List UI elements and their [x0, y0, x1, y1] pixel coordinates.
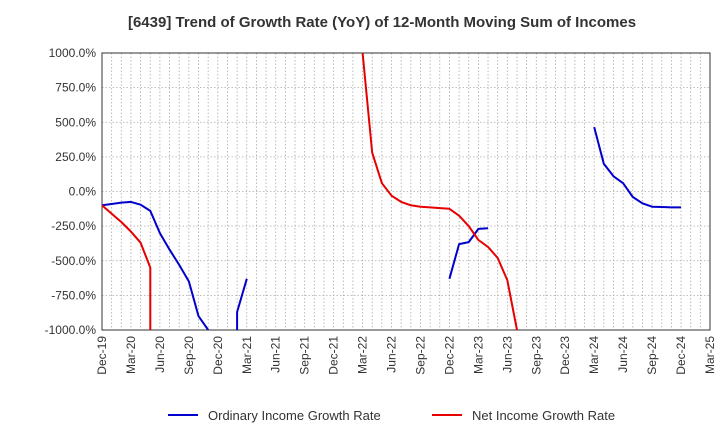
y-tick-label: -1000.0%: [45, 323, 97, 337]
y-tick-label: 0.0%: [69, 185, 97, 199]
x-tick-label: Sep-24: [645, 336, 659, 375]
x-tick-label: Dec-20: [211, 336, 225, 375]
x-tick-label: Sep-21: [298, 336, 312, 375]
x-tick-label: Dec-22: [442, 336, 456, 375]
y-tick-label: 500.0%: [55, 115, 96, 129]
x-tick-label: Jun-24: [616, 336, 630, 373]
legend-label: Ordinary Income Growth Rate: [208, 408, 381, 423]
x-tick-label: Mar-25: [703, 336, 717, 374]
x-axis: Dec-19 Mar-20 Jun-20 Sep-20 Dec-20 Mar-21 Jun-…: [95, 336, 717, 375]
x-tick-label: Mar-21: [240, 336, 254, 374]
legend: Ordinary Income Growth Rate Net Income Gr…: [168, 408, 615, 423]
series-lines: [102, 53, 681, 330]
x-tick-label: Dec-24: [674, 336, 688, 375]
x-tick-label: Dec-23: [558, 336, 572, 375]
legend-label: Net Income Growth Rate: [472, 408, 615, 423]
x-tick-label: Mar-23: [471, 336, 485, 374]
x-tick-label: Sep-23: [529, 336, 543, 375]
y-tick-label: 750.0%: [55, 81, 96, 95]
series-line-net-income: [102, 53, 518, 330]
x-tick-label: Mar-22: [356, 336, 370, 374]
x-tick-label: Dec-19: [95, 336, 109, 375]
y-axis: 1000.0% 750.0% 500.0% 250.0% 0.0% -250.0% -500…: [45, 46, 97, 337]
x-tick-label: Sep-22: [413, 336, 427, 375]
grid-lines: [102, 52, 710, 331]
x-tick-label: Mar-24: [587, 336, 601, 374]
plot-area: [101, 52, 711, 331]
x-tick-label: Sep-20: [182, 336, 196, 375]
y-tick-label: -250.0%: [51, 219, 96, 233]
x-tick-label: Jun-22: [385, 336, 399, 373]
y-tick-label: -500.0%: [51, 254, 96, 268]
x-tick-label: Dec-21: [327, 336, 341, 375]
y-tick-label: -750.0%: [51, 288, 96, 302]
series-line-ordinary-income: [102, 126, 681, 330]
y-tick-label: 250.0%: [55, 150, 96, 164]
y-tick-label: 1000.0%: [49, 46, 97, 60]
x-tick-label: Jun-23: [500, 336, 514, 373]
x-tick-label: Jun-21: [269, 336, 283, 373]
chart-title: [6439] Trend of Growth Rate (YoY) of 12-…: [128, 14, 636, 31]
x-tick-label: Jun-20: [153, 336, 167, 373]
x-tick-label: Mar-20: [124, 336, 138, 374]
